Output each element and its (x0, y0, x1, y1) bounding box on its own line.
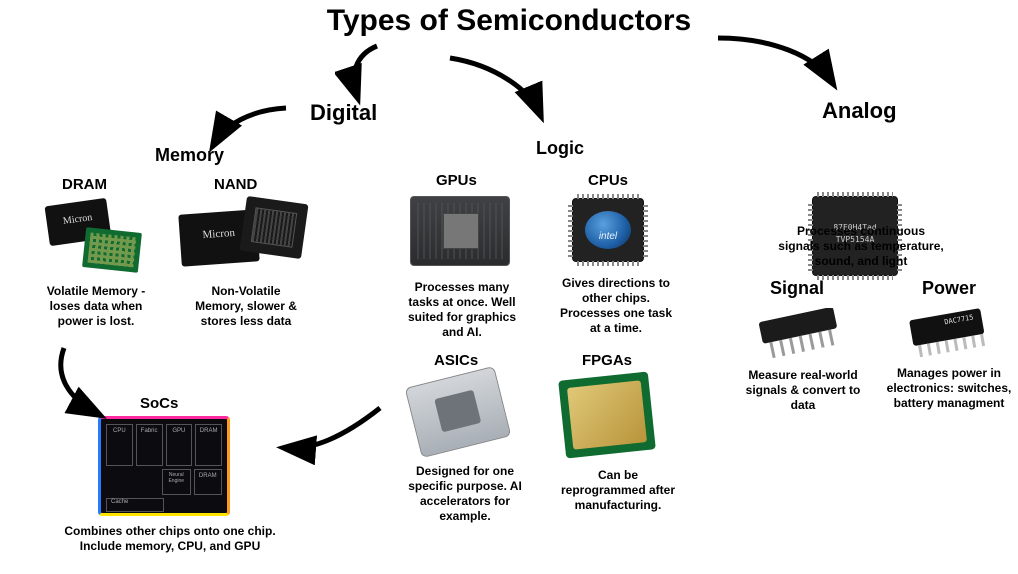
desc-power: Manages power in electronics: switches, … (886, 366, 1012, 411)
subcategory-memory: Memory (155, 145, 224, 166)
chip-signal (750, 308, 850, 362)
soc-block: Fabric (136, 424, 163, 466)
desc-nand: Non-Volatile Memory, slower & stores les… (186, 284, 306, 329)
brand-label: intel (573, 231, 643, 242)
subcategory-logic: Logic (536, 138, 584, 159)
category-analog: Analog (822, 98, 897, 124)
category-digital: Digital (310, 100, 377, 126)
soc-block: GPU (166, 424, 193, 466)
soc-block: DRAM (194, 469, 223, 495)
desc-signal: Measure real-world signals & convert to … (738, 368, 868, 413)
chip-nand: Micron (180, 200, 305, 275)
item-title-asics: ASICs (434, 352, 478, 369)
arrow-logic-to-socs (272, 398, 392, 468)
chip-power: DAC7715 (902, 306, 994, 362)
chip-cpu: intel (572, 198, 644, 262)
chip-asic (405, 366, 512, 458)
desc-asics: Designed for one specific purpose. AI ac… (400, 464, 530, 524)
arrow-title-to-analog (710, 30, 850, 100)
chip-dram: Micron (45, 200, 140, 270)
item-title-socs: SoCs (140, 395, 178, 412)
soc-block: CPU (106, 424, 133, 466)
soc-block: Neural Engine (162, 469, 191, 495)
desc-cpus: Gives directions to other chips. Process… (556, 276, 676, 336)
soc-block: Cache (106, 498, 164, 512)
desc-socs: Combines other chips onto one chip. Incl… (60, 524, 280, 554)
arrow-title-to-logic (440, 50, 560, 130)
desc-analog: Processes continuous signals such as tem… (778, 224, 944, 269)
desc-dram: Volatile Memory - loses data when power … (36, 284, 156, 329)
item-title-nand: NAND (214, 176, 257, 193)
chip-fpga (558, 372, 656, 459)
item-title-dram: DRAM (62, 176, 107, 193)
page-title: Types of Semiconductors (0, 4, 1018, 38)
chip-gpu (410, 196, 510, 266)
item-title-cpus: CPUs (588, 172, 628, 189)
desc-fpgas: Can be reprogrammed after manufacturing. (558, 468, 678, 513)
item-title-fpgas: FPGAs (582, 352, 632, 369)
desc-gpus: Processes many tasks at once. Well suite… (402, 280, 522, 340)
arrow-memory-to-socs (46, 340, 126, 430)
subcategory-signal: Signal (770, 278, 824, 299)
soc-block: DRAM (195, 424, 222, 466)
item-title-gpus: GPUs (436, 172, 477, 189)
subcategory-power: Power (922, 278, 976, 299)
brand-label: Micron (46, 210, 109, 230)
chip-soc: CPU Fabric GPU DRAM Neural Engine DRAM C… (98, 416, 230, 516)
